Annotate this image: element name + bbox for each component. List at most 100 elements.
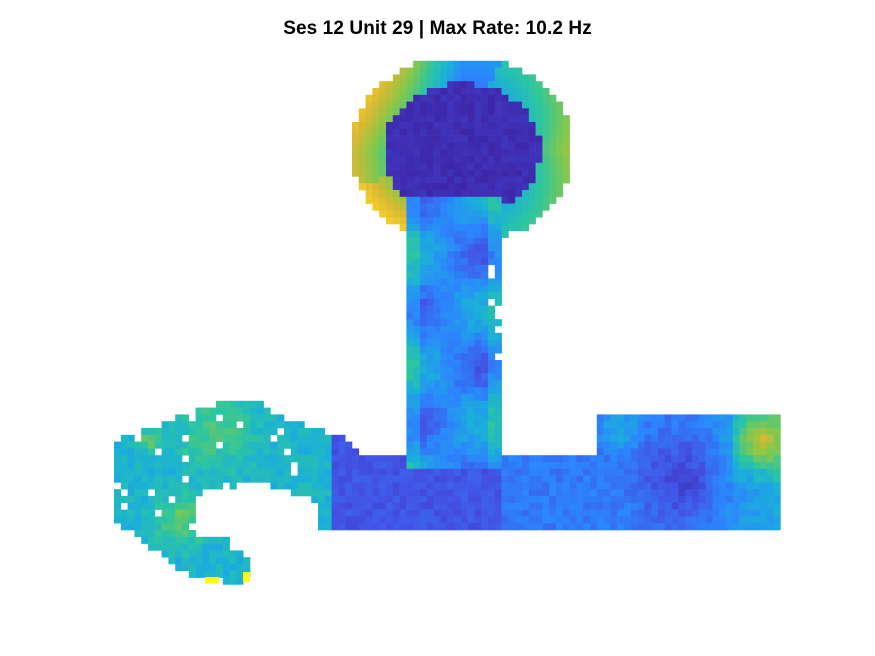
heatmap-cell [209,448,217,456]
heatmap-cell [433,67,441,75]
heatmap-cell [447,258,455,266]
heatmap-cell [528,496,536,504]
heatmap-cell [426,366,434,374]
heatmap-cell [630,509,638,517]
heatmap-cell [658,482,666,490]
heatmap-cell [766,462,774,470]
heatmap-cell [331,441,339,449]
heatmap-cell [501,475,509,483]
heatmap-cell [508,115,516,123]
heatmap-cell [542,475,550,483]
heatmap-cell [658,468,666,476]
heatmap-cell [766,421,774,429]
heatmap-cell [440,94,448,102]
heatmap-cell [392,156,400,164]
heatmap-cell [671,482,679,490]
heatmap-cell [161,441,169,449]
heatmap-cell [596,421,604,429]
heatmap-cell [358,496,366,504]
heatmap-cell [114,496,122,504]
heatmap-cell [562,516,570,524]
heatmap-cell [372,482,380,490]
heatmap-cell [447,462,455,470]
heatmap-cell [522,468,530,476]
heatmap-cell [732,421,740,429]
heatmap-cell [773,509,781,517]
heatmap-cell [556,115,564,123]
heatmap-cell [413,360,421,368]
heatmap-cell [522,502,530,510]
heatmap-cell [664,441,672,449]
heatmap-cell [447,264,455,272]
heatmap-cell [508,135,516,143]
heatmap-cell [637,448,645,456]
heatmap-cell [399,489,407,497]
heatmap-cell [494,366,502,374]
heatmap-cell [515,502,523,510]
heatmap-cell [705,502,713,510]
heatmap-cell [454,128,462,136]
heatmap-cell [651,502,659,510]
heatmap-cell [760,414,768,422]
heatmap-cell [460,462,468,470]
heatmap-cell [440,407,448,415]
heatmap-cell [433,217,441,225]
heatmap-cell [726,434,734,442]
heatmap-cell [365,482,373,490]
heatmap-cell [161,448,169,456]
heatmap-cell [440,258,448,266]
heatmap-cell [406,162,414,170]
heatmap-cell [671,516,679,524]
heatmap-cell [467,387,475,395]
heatmap-cell [624,502,632,510]
heatmap-cell [399,88,407,96]
heatmap-cell [413,122,421,130]
heatmap-cell [413,196,421,204]
heatmap-cell [610,496,618,504]
heatmap-cell [488,190,496,198]
heatmap-cell [447,101,455,109]
heatmap-cell [562,475,570,483]
heatmap-cell [338,523,346,531]
heatmap-cell [318,462,326,470]
heatmap-cell [474,523,482,531]
heatmap-cell [739,448,747,456]
heatmap-cell [399,509,407,517]
heatmap-cell [413,271,421,279]
heatmap-cell [522,101,530,109]
heatmap-cell [379,502,387,510]
heatmap-cell [379,475,387,483]
heatmap-cell [399,523,407,531]
heatmap-cell [630,434,638,442]
heatmap-cell [494,108,502,116]
heatmap-cell [433,258,441,266]
heatmap-cell [494,196,502,204]
heatmap-cell [372,176,380,184]
heatmap-cell [651,516,659,524]
heatmap-cell [426,183,434,191]
heatmap-cell [760,516,768,524]
heatmap-cell [658,448,666,456]
heatmap-cell [148,448,156,456]
heatmap-cell [746,489,754,497]
heatmap-cell [494,128,502,136]
heatmap-cell [426,489,434,497]
heatmap-cell [583,462,591,470]
heatmap-cell [386,183,394,191]
heatmap-cell [338,455,346,463]
heatmap-cell [195,543,203,551]
heatmap-cell [481,407,489,415]
heatmap-cell [698,482,706,490]
heatmap-cell [596,489,604,497]
heatmap-cell [712,455,720,463]
heatmap-cell [420,135,428,143]
heatmap-cell [426,339,434,347]
heatmap-cell [379,81,387,89]
heatmap-cell [549,108,557,116]
heatmap-cell [549,149,557,157]
heatmap-cell [760,468,768,476]
heatmap-cell [379,128,387,136]
heatmap-cell [406,380,414,388]
heatmap-cell [467,353,475,361]
